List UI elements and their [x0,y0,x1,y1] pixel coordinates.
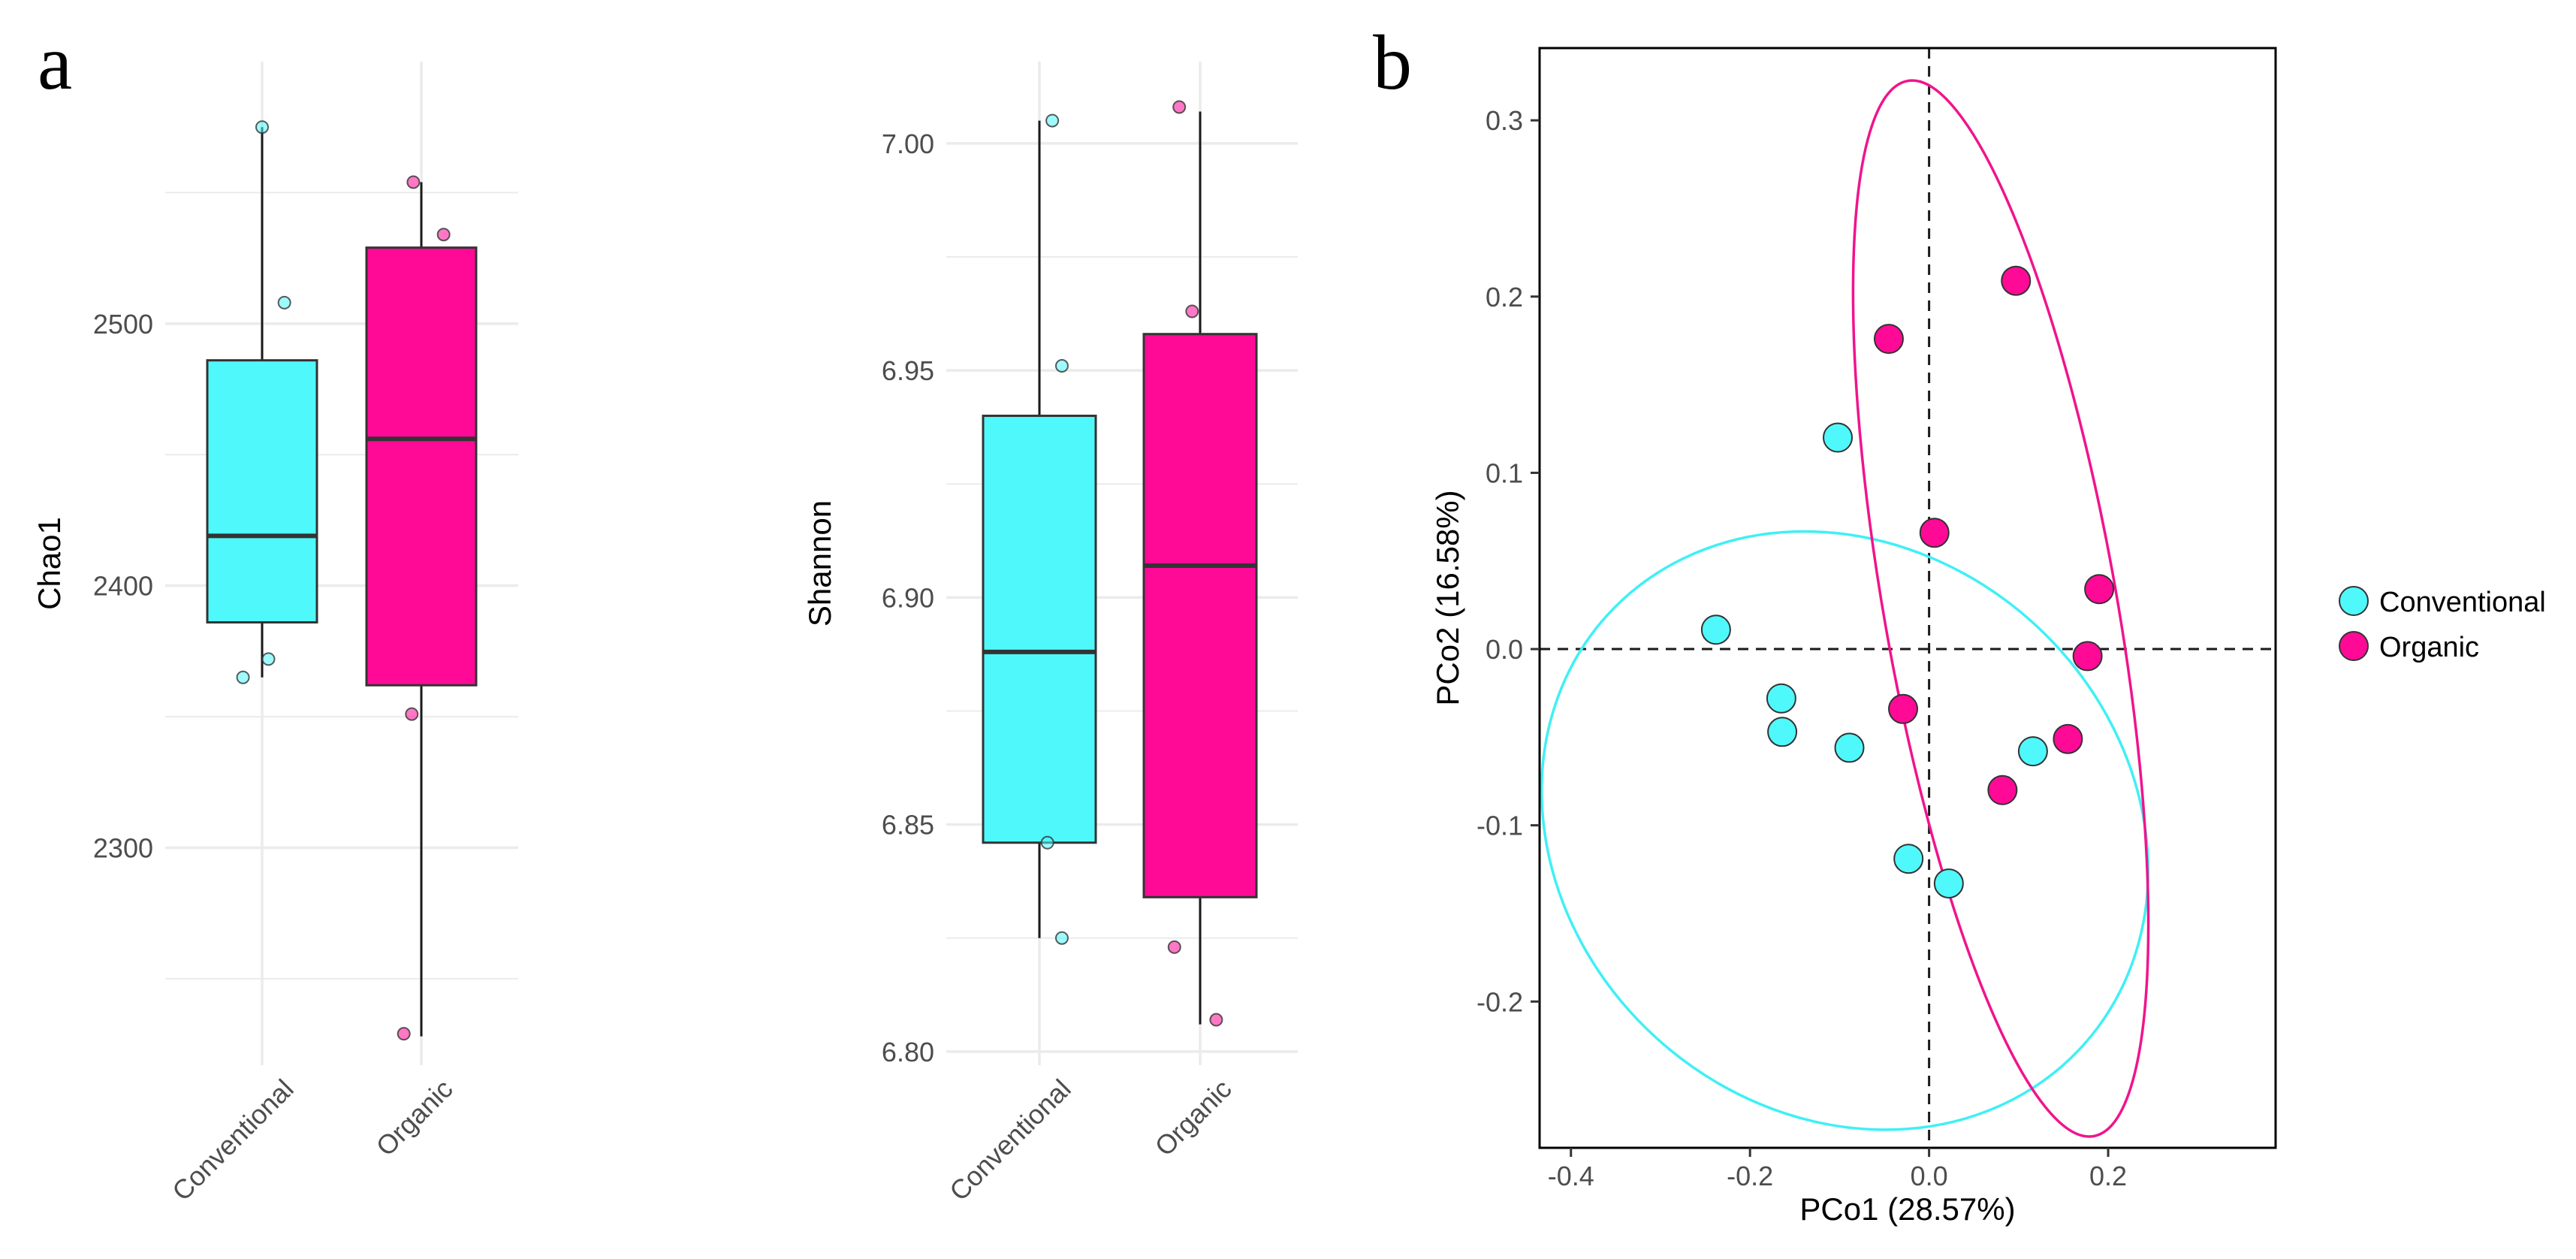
y-tick-label: 6.85 [882,810,934,841]
data-point-conventional [1700,614,1731,645]
data-point [1054,931,1069,945]
data-point-conventional [1767,717,1798,747]
box-organic [1142,333,1258,898]
panel-letter-a: a [38,20,72,106]
data-point [1209,1013,1223,1027]
data-point [1172,100,1187,114]
pcoa-scatter: -0.4 -0.2 0.0 0.2 -0.2 -0.1 0.0 0.1 0.2 0.3 PCo1 (… [1430,47,2277,1227]
y-axis-title: Shannon [802,500,837,626]
data-point-organic [1919,518,1950,548]
data-point [1045,113,1060,128]
data-point [397,1027,411,1041]
y-tick-label: 0.1 [1486,457,1523,488]
data-point-conventional [2017,736,2048,767]
y-tick-label: 7.00 [882,128,934,159]
legend-key-organic [2339,631,2369,661]
box-conventional [206,359,318,623]
legend-label-conventional: Conventional [2379,587,2546,618]
y-tick-label: 2500 [93,309,153,340]
y-tick-label: 2400 [93,571,153,602]
x-tick-label: 0.2 [2089,1161,2127,1191]
data-point [405,707,419,721]
data-point-organic [1873,324,1904,355]
data-point-organic [2001,265,2032,296]
y-tick-label: 0.3 [1486,105,1523,136]
x-tick-label: Conventional [943,1073,1077,1207]
data-point [436,228,451,242]
data-point [1167,940,1181,954]
data-point-organic [1888,693,1919,724]
data-point-conventional [1933,868,1964,899]
pcoa-legend: Conventional Organic [2339,586,2546,663]
x-tick-label: Organic [1149,1073,1238,1162]
y-tick-label: -0.2 [1477,986,1523,1017]
data-point-conventional [1834,732,1865,763]
legend-label-organic: Organic [2379,632,2479,663]
confidence-ellipse-organic [1851,79,2150,1138]
data-point [406,175,421,189]
box-conventional [982,415,1097,844]
x-tick-label: Organic [370,1073,459,1162]
y-tick-label: -0.1 [1477,811,1523,841]
data-point-organic [2053,723,2083,754]
shannon-boxplot: 6.80 6.85 6.90 6.95 7.00 Conventional Organic S… [802,62,1298,1206]
legend-key-conventional [2339,586,2369,616]
y-tick-label: 0.2 [1486,282,1523,312]
data-point-conventional [1823,422,1854,453]
x-tick-label: Conventional [166,1073,300,1207]
box-organic [365,246,478,687]
y-axis-title: Chao1 [32,517,67,610]
plot-frame [1538,47,2277,1149]
data-point [261,652,276,666]
data-point [277,295,291,309]
data-point [255,120,269,134]
data-point [236,670,250,684]
y-tick-label: 6.95 [882,355,934,386]
y-tick-label: 2300 [93,832,153,863]
y-tick-label: 6.80 [882,1037,934,1067]
data-point [1040,835,1054,850]
panel-letter-b: b [1373,20,1412,106]
data-point-conventional [1893,844,1924,874]
data-point [1054,359,1069,373]
y-axis-title: PCo2 (16.58%) [1430,490,1465,705]
data-point-organic [1987,774,2018,805]
y-tick-label: 0.0 [1486,634,1523,665]
confidence-ellipse-conventional [1540,530,2150,1131]
data-point-organic [2072,641,2103,672]
chao1-boxplot: 2300 2400 2500 Conventional Organic Chao1 [32,62,518,1206]
x-tick-label: -0.2 [1727,1161,1773,1191]
x-tick-label: 0.0 [1911,1161,1948,1191]
x-tick-label: -0.4 [1548,1161,1594,1191]
data-point-organic [2084,574,2115,605]
data-point [1185,304,1199,319]
y-tick-label: 6.90 [882,582,934,613]
x-axis-title: PCo1 (28.57%) [1799,1191,2015,1227]
data-point-conventional [1766,683,1796,714]
